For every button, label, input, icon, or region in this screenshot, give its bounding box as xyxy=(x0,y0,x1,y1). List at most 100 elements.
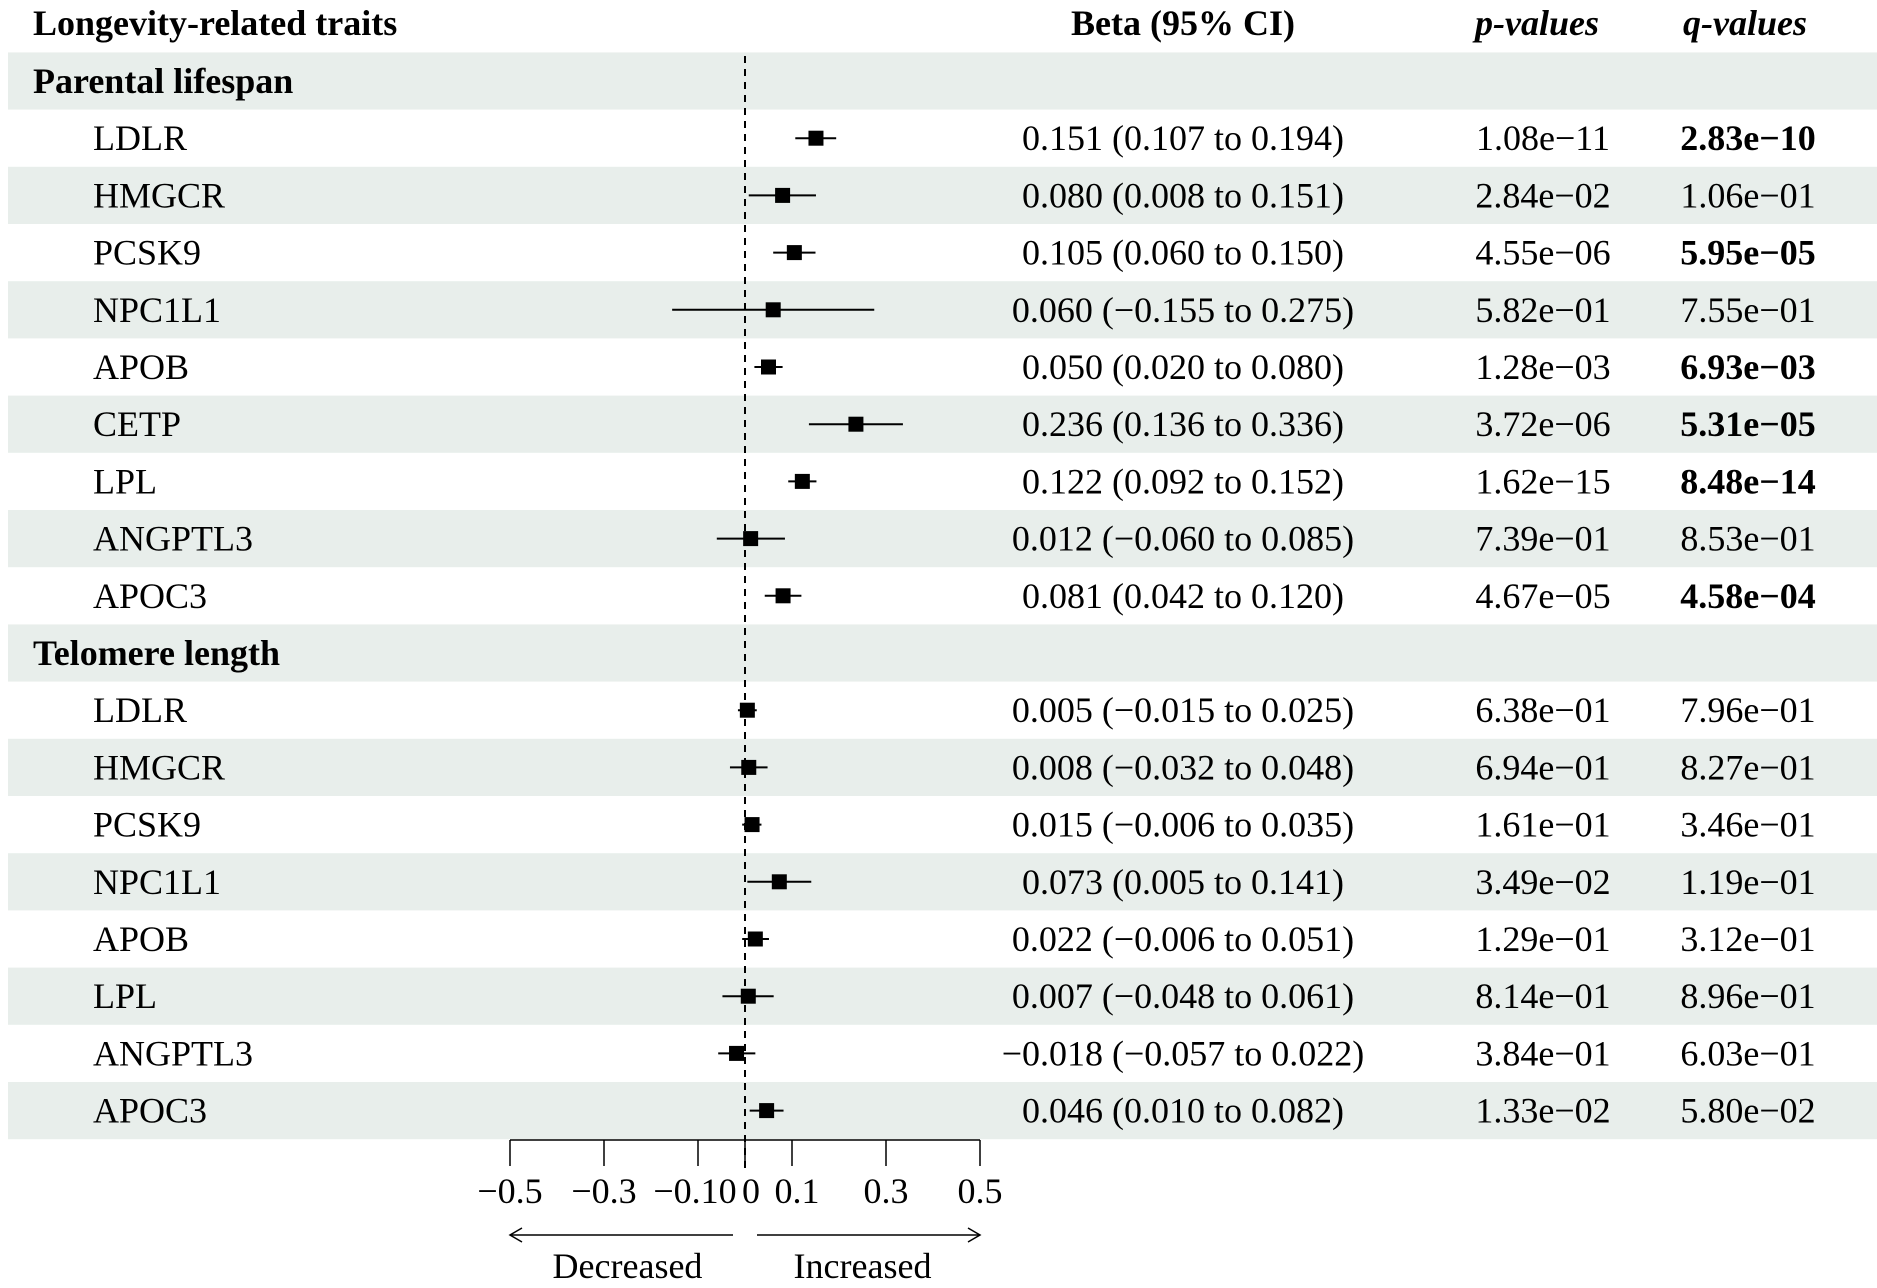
header-beta: Beta (95% CI) xyxy=(1071,3,1295,43)
gene-label: LPL xyxy=(93,461,157,501)
gene-label: APOC3 xyxy=(93,576,207,616)
beta-ci-label: 0.081 (0.042 to 0.120) xyxy=(1022,576,1344,616)
gene-label: PCSK9 xyxy=(93,233,201,273)
gene-label: CETP xyxy=(93,404,181,444)
beta-ci-label: 0.050 (0.020 to 0.080) xyxy=(1022,347,1344,387)
table-rows: Parental lifespan LDLR 0.151 (0.107 to 0.1… xyxy=(33,61,1816,1131)
gene-label: ANGPTL3 xyxy=(93,1033,253,1073)
group-heading: Parental lifespan xyxy=(33,61,293,101)
gene-label: ANGPTL3 xyxy=(93,519,253,559)
gene-label: HMGCR xyxy=(93,175,225,215)
gene-label: NPC1L1 xyxy=(93,862,221,902)
q-value-label: 8.48e−14 xyxy=(1680,461,1816,501)
point-estimate xyxy=(794,473,810,489)
q-value-label: 8.96e−01 xyxy=(1680,976,1815,1016)
p-value-label: 1.28e−03 xyxy=(1475,347,1610,387)
gene-label: APOB xyxy=(93,347,189,387)
p-value-label: 1.08e−11 xyxy=(1476,118,1610,158)
point-estimate xyxy=(775,187,791,203)
group-band xyxy=(8,624,1877,682)
q-value-label: 3.46e−01 xyxy=(1680,805,1815,845)
p-value-label: 6.94e−01 xyxy=(1475,747,1610,787)
row-band xyxy=(8,281,1877,339)
q-value-label: 4.58e−04 xyxy=(1680,576,1816,616)
beta-ci-label: 0.005 (−0.015 to 0.025) xyxy=(1012,690,1354,730)
q-value-label: 8.27e−01 xyxy=(1680,747,1815,787)
gene-label: PCSK9 xyxy=(93,805,201,845)
group-heading: Telomere length xyxy=(33,633,280,673)
row-bands xyxy=(8,52,1877,1140)
p-value-label: 1.62e−15 xyxy=(1475,461,1610,501)
gene-label: LDLR xyxy=(93,118,187,158)
p-value-label: 7.39e−01 xyxy=(1475,519,1610,559)
beta-ci-label: 0.060 (−0.155 to 0.275) xyxy=(1012,290,1354,330)
q-value-label: 6.03e−01 xyxy=(1680,1033,1815,1073)
point-estimate xyxy=(759,1103,775,1119)
point-estimate xyxy=(740,988,756,1004)
x-tick-label: −0.10 xyxy=(653,1171,736,1211)
point-estimate xyxy=(743,531,759,547)
row-band xyxy=(8,166,1877,224)
gene-label: APOB xyxy=(93,919,189,959)
q-value-label: 5.31e−05 xyxy=(1680,404,1816,444)
point-estimate xyxy=(744,817,760,833)
beta-ci-label: 0.015 (−0.006 to 0.035) xyxy=(1012,805,1354,845)
x-tick-label: 0.5 xyxy=(958,1171,1003,1211)
x-tick-label: 0.1 xyxy=(775,1171,820,1211)
x-tick-label: −0.5 xyxy=(477,1171,542,1211)
beta-ci-label: 0.007 (−0.048 to 0.061) xyxy=(1012,976,1354,1016)
beta-ci-label: 0.073 (0.005 to 0.141) xyxy=(1022,862,1344,902)
header-p-values: p-values xyxy=(1472,3,1599,43)
p-value-label: 6.38e−01 xyxy=(1475,690,1610,730)
forest-marks xyxy=(672,130,903,1119)
gene-label: NPC1L1 xyxy=(93,290,221,330)
increased-label: Increased xyxy=(794,1246,932,1286)
row-band xyxy=(8,1082,1877,1140)
increased-arrow-head xyxy=(967,1227,982,1243)
point-estimate xyxy=(739,702,755,718)
p-value-label: 3.84e−01 xyxy=(1475,1033,1610,1073)
p-value-label: 8.14e−01 xyxy=(1475,976,1610,1016)
decreased-label: Decreased xyxy=(553,1246,703,1286)
x-tick-label: 0.3 xyxy=(864,1171,909,1211)
p-value-label: 1.61e−01 xyxy=(1475,805,1610,845)
beta-ci-label: 0.151 (0.107 to 0.194) xyxy=(1022,118,1344,158)
p-value-label: 4.67e−05 xyxy=(1475,576,1610,616)
row-band xyxy=(8,395,1877,453)
p-value-label: 3.49e−02 xyxy=(1475,862,1610,902)
beta-ci-label: 0.122 (0.092 to 0.152) xyxy=(1022,461,1344,501)
gene-label: LDLR xyxy=(93,690,187,730)
p-value-label: 5.82e−01 xyxy=(1475,290,1610,330)
p-value-label: 2.84e−02 xyxy=(1475,175,1610,215)
q-value-label: 5.80e−02 xyxy=(1680,1091,1815,1131)
q-value-label: 1.06e−01 xyxy=(1680,175,1815,215)
point-estimate xyxy=(729,1045,745,1061)
beta-ci-label: 0.008 (−0.032 to 0.048) xyxy=(1012,747,1354,787)
beta-ci-label: 0.022 (−0.006 to 0.051) xyxy=(1012,919,1354,959)
point-estimate xyxy=(808,130,824,146)
x-axis: −0.5 −0.3 −0.10 0 0.1 0.3 0.5 Decreased Increase… xyxy=(477,1139,1003,1286)
point-estimate xyxy=(786,245,802,261)
group-band xyxy=(8,52,1877,110)
p-value-label: 1.33e−02 xyxy=(1475,1091,1610,1131)
point-estimate xyxy=(747,931,763,947)
row-band xyxy=(8,967,1877,1025)
q-value-label: 2.83e−10 xyxy=(1680,118,1816,158)
beta-ci-label: 0.105 (0.060 to 0.150) xyxy=(1022,233,1344,273)
p-value-label: 1.29e−01 xyxy=(1475,919,1610,959)
gene-label: HMGCR xyxy=(93,747,225,787)
point-estimate xyxy=(765,302,781,318)
gene-label: APOC3 xyxy=(93,1091,207,1131)
beta-ci-label: −0.018 (−0.057 to 0.022) xyxy=(1002,1033,1365,1073)
point-estimate xyxy=(741,759,757,775)
q-value-label: 7.96e−01 xyxy=(1680,690,1815,730)
point-estimate xyxy=(771,874,787,890)
q-value-label: 5.95e−05 xyxy=(1680,233,1816,273)
q-value-label: 8.53e−01 xyxy=(1680,519,1815,559)
q-value-label: 3.12e−01 xyxy=(1680,919,1815,959)
header-q-values: q-values xyxy=(1683,3,1807,43)
beta-ci-label: 0.046 (0.010 to 0.082) xyxy=(1022,1091,1344,1131)
point-estimate xyxy=(775,588,791,604)
beta-ci-label: 0.080 (0.008 to 0.151) xyxy=(1022,175,1344,215)
